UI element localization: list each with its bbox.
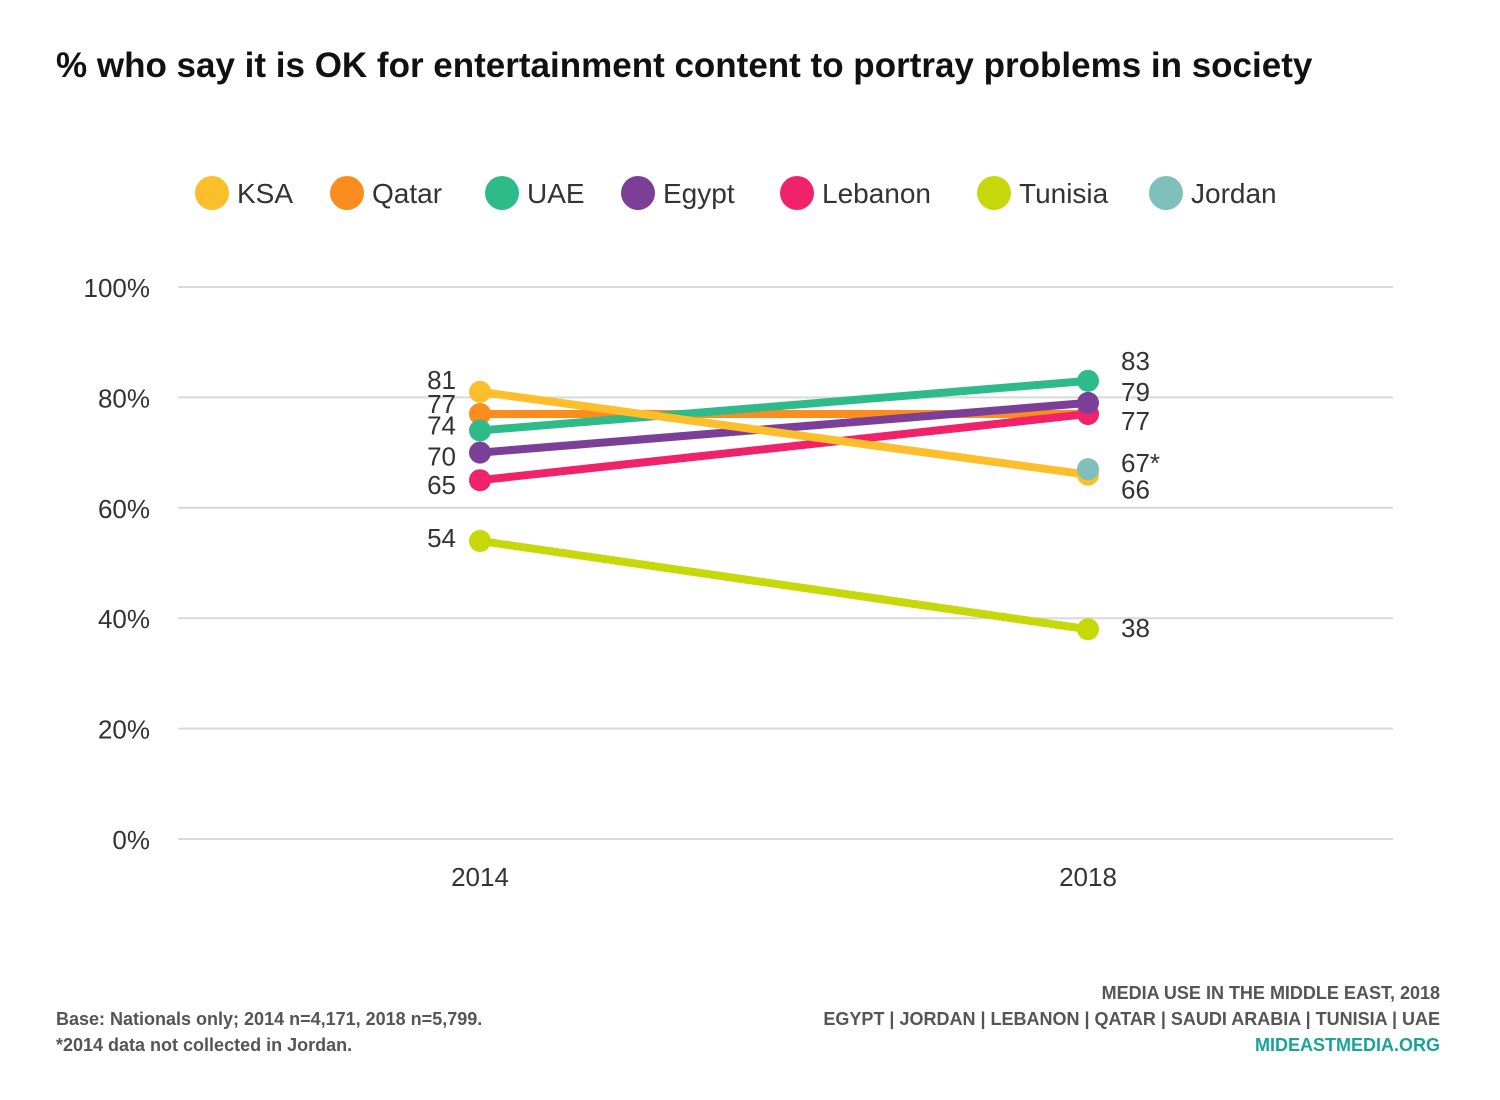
legend-swatch (621, 176, 655, 210)
y-tick-label: 0% (112, 825, 150, 855)
legend-swatch (195, 176, 229, 210)
legend-label: KSA (237, 178, 293, 209)
data-point (469, 380, 491, 403)
y-tick-label: 20% (98, 715, 150, 745)
x-axis: 2014 2018 (451, 862, 1117, 892)
data-point (1077, 618, 1099, 641)
chart-title: % who say it is OK for entertainment con… (56, 46, 1313, 85)
series-lines (476, 376, 1092, 634)
data-label: 79 (1121, 377, 1150, 407)
legend-swatch (1149, 176, 1183, 210)
data-label: 74 (427, 411, 456, 441)
data-label: 70 (427, 442, 456, 472)
y-axis: 0% 20% 40% 60% 80% 100% (84, 273, 151, 855)
grid (178, 286, 1393, 840)
data-label: 81 (427, 365, 456, 395)
data-label: 38 (1121, 613, 1150, 643)
data-point (469, 441, 491, 464)
base-note: Base: Nationals only; 2014 n=4,171, 2018… (56, 1009, 483, 1029)
legend-swatch (780, 176, 814, 210)
x-tick-label: 2018 (1059, 862, 1117, 892)
y-tick-label: 100% (84, 273, 151, 303)
data-point (469, 469, 491, 492)
footnotes: Base: Nationals only; 2014 n=4,171, 2018… (56, 1006, 482, 1058)
data-label: 67* (1121, 448, 1160, 478)
data-label: 77 (1121, 406, 1150, 436)
legend: KSA Qatar UAE Egypt Lebanon Tunisia Jordan (195, 176, 1277, 210)
y-tick-label: 80% (98, 383, 150, 413)
data-point (1077, 458, 1099, 481)
data-point (469, 402, 491, 425)
country-list: EGYPT | JORDAN | LEBANON | QATAR | SAUDI… (823, 1009, 1440, 1029)
data-point (469, 529, 491, 552)
legend-swatch (330, 176, 364, 210)
legend-label: Qatar (372, 178, 442, 209)
data-point (1077, 391, 1099, 414)
source-block: MEDIA USE IN THE MIDDLE EAST, 2018 EGYPT… (823, 980, 1440, 1058)
series-line (476, 398, 1092, 457)
y-tick-label: 40% (98, 604, 150, 634)
legend-swatch (485, 176, 519, 210)
site-link[interactable]: MIDEASTMEDIA.ORG (1254, 1035, 1440, 1055)
data-point (1077, 369, 1099, 392)
series-line (476, 376, 1092, 435)
series-line (476, 536, 1092, 634)
data-label: 77 (427, 389, 456, 419)
data-label: 83 (1121, 346, 1150, 376)
series-line (476, 387, 1092, 479)
legend-label: Jordan (1191, 178, 1277, 209)
data-point (469, 419, 491, 442)
jordan-note: *2014 data not collected in Jordan. (56, 1035, 353, 1055)
data-label: 65 (427, 470, 456, 500)
legend-label: UAE (527, 178, 585, 209)
data-label: 54 (427, 523, 456, 553)
data-label: 66 (1121, 475, 1150, 505)
series-line (476, 409, 1092, 485)
legend-label: Tunisia (1019, 178, 1109, 209)
x-tick-label: 2014 (451, 862, 509, 892)
legend-swatch (977, 176, 1011, 210)
legend-label: Egypt (663, 178, 735, 209)
y-tick-label: 60% (98, 494, 150, 524)
line-chart: KSA Qatar UAE Egypt Lebanon Tunisia Jordan 0% 2… (84, 176, 1393, 892)
legend-label: Lebanon (822, 178, 931, 209)
series-points (469, 369, 1099, 641)
report-title: MEDIA USE IN THE MIDDLE EAST, 2018 (1101, 983, 1440, 1003)
